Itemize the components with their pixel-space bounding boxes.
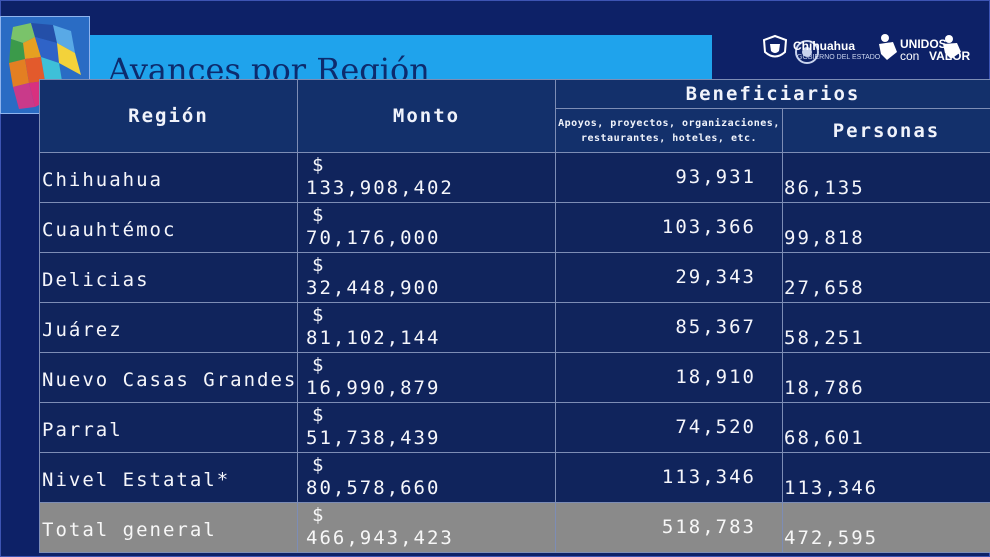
- header-apoyos: Apoyos, proyectos, organizaciones, resta…: [555, 108, 783, 153]
- monto-cell: $70,176,000: [297, 202, 556, 253]
- monto-cell: $81,102,144: [297, 302, 556, 353]
- slogan-con: con: [900, 49, 920, 63]
- monto-cell: $133,908,402: [297, 152, 556, 203]
- personas-cell: 68,601: [782, 402, 990, 453]
- header-beneficiarios: Beneficiarios: [555, 79, 990, 109]
- personas-cell: 27,658: [782, 252, 990, 303]
- region-cell: Total general: [39, 502, 298, 553]
- currency-symbol: $: [312, 504, 326, 526]
- apoyos-value: 113,346: [661, 466, 756, 488]
- monto-value: 51,738,439: [306, 427, 441, 449]
- region-cell: Nivel Estatal*: [39, 452, 298, 503]
- state-seal-icon: [762, 34, 788, 58]
- unidos-figure-icon: [879, 34, 897, 60]
- apoyos-cell: 103,366: [555, 202, 783, 253]
- personas-cell: 86,135: [782, 152, 990, 203]
- unidos-figure-2-icon: [943, 35, 961, 59]
- personas-value: 68,601: [784, 427, 865, 449]
- monto-cell: $32,448,900: [297, 252, 556, 303]
- apoyos-cell: 113,346: [555, 452, 783, 503]
- table-row: Juárez $81,102,144 85,367 58,251: [39, 302, 990, 353]
- table-row: Nivel Estatal* $80,578,660 113,346 113,346: [39, 452, 990, 503]
- table-row: Chihuahua $133,908,402 93,931 86,135: [39, 152, 990, 203]
- table-row: Parral $51,738,439 74,520 68,601: [39, 402, 990, 453]
- currency-symbol: $: [312, 204, 326, 226]
- monto-value: 133,908,402: [306, 177, 454, 199]
- personas-value: 472,595: [784, 527, 879, 549]
- currency-symbol: $: [312, 254, 326, 276]
- personas-value: 18,786: [784, 377, 865, 399]
- brand-name: Chihuahua: [793, 39, 855, 53]
- monto-cell: $16,990,879: [297, 352, 556, 403]
- government-logos: Chihuahua GOBIERNO DEL ESTADO UNIDOS con…: [757, 30, 990, 76]
- currency-symbol: $: [312, 354, 326, 376]
- apoyos-value: 29,343: [675, 266, 756, 288]
- personas-value: 113,346: [784, 477, 879, 499]
- personas-value: 86,135: [784, 177, 865, 199]
- personas-cell: 58,251: [782, 302, 990, 353]
- monto-cell: $51,738,439: [297, 402, 556, 453]
- apoyos-cell: 18,910: [555, 352, 783, 403]
- apoyos-value: 93,931: [675, 166, 756, 188]
- region-name: Nivel Estatal*: [42, 469, 231, 491]
- regional-progress-table: Región Monto Beneficiarios Apoyos, proye…: [39, 79, 990, 553]
- monto-value: 70,176,000: [306, 227, 441, 249]
- apoyos-value: 85,367: [675, 316, 756, 338]
- apoyos-value: 103,366: [661, 216, 756, 238]
- region-cell: Parral: [39, 402, 298, 453]
- slogan-unidos: UNIDOS: [900, 37, 947, 51]
- region-name: Nuevo Casas Grandes: [42, 369, 298, 391]
- region-cell: Nuevo Casas Grandes: [39, 352, 298, 403]
- personas-value: 58,251: [784, 327, 865, 349]
- table-row: Cuauhtémoc $70,176,000 103,366 99,818: [39, 202, 990, 253]
- apoyos-cell: 518,783: [555, 502, 783, 553]
- currency-symbol: $: [312, 404, 326, 426]
- table-row: Nuevo Casas Grandes $16,990,879 18,910 18,7…: [39, 352, 990, 403]
- header-personas: Personas: [782, 108, 990, 153]
- slide-title: Avances por Región: [108, 51, 430, 81]
- apoyos-cell: 85,367: [555, 302, 783, 353]
- personas-cell: 113,346: [782, 452, 990, 503]
- region-name: Cuauhtémoc: [42, 219, 177, 241]
- monto-value: 466,943,423: [306, 527, 454, 549]
- personas-value: 99,818: [784, 227, 865, 249]
- personas-cell: 18,786: [782, 352, 990, 403]
- brand-tagline: GOBIERNO DEL ESTADO: [797, 54, 881, 61]
- monto-cell: $80,578,660: [297, 452, 556, 503]
- region-cell: Cuauhtémoc: [39, 202, 298, 253]
- monto-value: 16,990,879: [306, 377, 441, 399]
- personas-cell: 99,818: [782, 202, 990, 253]
- currency-symbol: $: [312, 154, 326, 176]
- region-name: Chihuahua: [42, 169, 163, 191]
- monto-cell: $466,943,423: [297, 502, 556, 553]
- currency-symbol: $: [312, 304, 326, 326]
- region-name: Total general: [42, 519, 217, 541]
- monto-value: 32,448,900: [306, 277, 441, 299]
- apoyos-cell: 93,931: [555, 152, 783, 203]
- region-name: Parral: [42, 419, 123, 441]
- monto-value: 80,578,660: [306, 477, 441, 499]
- personas-cell: 472,595: [782, 502, 990, 553]
- header-monto: Monto: [297, 79, 556, 153]
- currency-symbol: $: [312, 454, 326, 476]
- apoyos-value: 18,910: [675, 366, 756, 388]
- apoyos-cell: 74,520: [555, 402, 783, 453]
- apoyos-value: 74,520: [675, 416, 756, 438]
- table-row: Delicias $32,448,900 29,343 27,658: [39, 252, 990, 303]
- apoyos-value: 518,783: [661, 516, 756, 538]
- monto-value: 81,102,144: [306, 327, 441, 349]
- header-region: Región: [39, 79, 298, 153]
- apoyos-cell: 29,343: [555, 252, 783, 303]
- region-cell: Juárez: [39, 302, 298, 353]
- region-cell: Chihuahua: [39, 152, 298, 203]
- region-cell: Delicias: [39, 252, 298, 303]
- region-name: Juárez: [42, 319, 123, 341]
- personas-value: 27,658: [784, 277, 865, 299]
- state-seal-2-icon: [795, 40, 819, 64]
- title-banner: Avances por Región: [90, 35, 712, 81]
- region-name: Delicias: [42, 269, 150, 291]
- total-row: Total general $466,943,423 518,783 472,595: [39, 502, 990, 553]
